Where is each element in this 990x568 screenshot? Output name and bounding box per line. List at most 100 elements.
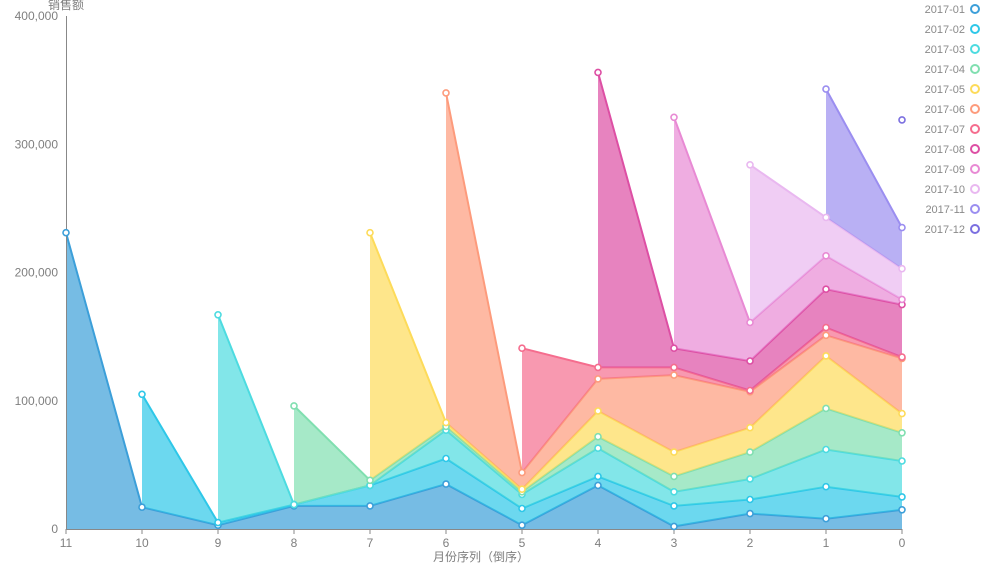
area-series-2017-11 <box>826 89 902 269</box>
x-axis-title: 月份序列（倒序） <box>433 549 529 564</box>
point-2017-02-2[interactable] <box>746 495 754 504</box>
point-2017-03-2[interactable] <box>746 475 754 483</box>
legend-marker <box>970 124 980 134</box>
point-2017-07-5[interactable] <box>518 344 526 353</box>
point-2017-08-1[interactable] <box>822 285 830 294</box>
point-2017-02-1[interactable] <box>822 482 830 491</box>
point-2017-04-4[interactable] <box>594 432 602 441</box>
legend-label: 2017-08 <box>925 144 965 156</box>
point-2017-05-5[interactable] <box>518 485 526 494</box>
point-2017-08-3[interactable] <box>670 344 678 353</box>
point-2017-05-6[interactable] <box>442 418 450 427</box>
point-2017-03-8[interactable] <box>290 500 298 509</box>
point-2017-05-2[interactable] <box>746 423 754 432</box>
y-ticks: 0 100,000 200,000 300,000 400,000 <box>15 9 59 536</box>
point-2017-05-1[interactable] <box>822 352 830 360</box>
legend-marker <box>970 164 980 174</box>
x-tick-label: 0 <box>899 536 906 550</box>
legend-marker <box>970 144 980 154</box>
point-2017-02-3[interactable] <box>670 502 678 510</box>
point-2017-02-0[interactable] <box>898 493 906 501</box>
point-2017-02-5[interactable] <box>518 504 526 513</box>
areas-layer <box>65 72 903 529</box>
legend-item-2017-05[interactable]: 2017-05 <box>925 84 980 96</box>
x-tick-label: 11 <box>60 536 73 550</box>
point-2017-06-6[interactable] <box>442 89 450 97</box>
point-2017-07-0[interactable] <box>898 353 906 361</box>
point-2017-08-2[interactable] <box>746 357 754 365</box>
legend-label: 2017-03 <box>925 44 965 56</box>
point-2017-04-1[interactable] <box>822 404 830 413</box>
point-2017-03-1[interactable] <box>822 445 830 454</box>
legend-item-2017-04[interactable]: 2017-04 <box>925 64 980 76</box>
point-2017-01-10[interactable] <box>138 503 146 512</box>
point-2017-01-6[interactable] <box>442 480 450 488</box>
point-2017-07-1[interactable] <box>822 323 830 332</box>
legend-item-2017-09[interactable]: 2017-09 <box>925 164 980 176</box>
point-2017-01-0[interactable] <box>898 505 906 514</box>
legend-marker <box>970 224 980 234</box>
y-tick-label: 300,000 <box>15 137 59 151</box>
legend-item-2017-06[interactable]: 2017-06 <box>925 104 980 116</box>
legend-item-2017-07[interactable]: 2017-07 <box>925 124 980 136</box>
legend-item-2017-02[interactable]: 2017-02 <box>925 24 980 36</box>
point-2017-02-4[interactable] <box>594 472 602 481</box>
point-2017-03-3[interactable] <box>670 487 678 496</box>
point-2017-09-1[interactable] <box>822 252 830 260</box>
point-2017-05-3[interactable] <box>670 448 678 456</box>
y-tick-label: 0 <box>51 522 58 536</box>
point-2017-01-1[interactable] <box>822 514 830 523</box>
point-2017-07-3[interactable] <box>670 363 678 372</box>
point-2017-04-7[interactable] <box>366 476 374 485</box>
point-2017-01-7[interactable] <box>366 502 374 510</box>
point-2017-09-0[interactable] <box>898 295 906 304</box>
point-2017-06-4[interactable] <box>594 375 602 383</box>
point-2017-04-0[interactable] <box>898 428 906 437</box>
point-2017-04-3[interactable] <box>670 472 678 481</box>
point-2017-03-9[interactable] <box>214 310 222 319</box>
point-2017-01-3[interactable] <box>670 522 678 531</box>
point-2017-09-2[interactable] <box>746 318 754 327</box>
point-2017-05-4[interactable] <box>594 407 602 415</box>
legend-item-2017-11[interactable]: 2017-11 <box>925 204 980 216</box>
point-2017-01-4[interactable] <box>594 481 602 490</box>
points-layer <box>62 68 906 531</box>
point-2017-09-3[interactable] <box>670 113 678 122</box>
legend-item-2017-10[interactable]: 2017-10 <box>925 184 980 196</box>
legend-item-2017-03[interactable]: 2017-03 <box>925 44 980 56</box>
point-2017-07-2[interactable] <box>746 386 754 395</box>
point-2017-10-0[interactable] <box>898 264 906 273</box>
point-2017-11-1[interactable] <box>822 85 830 93</box>
point-2017-06-1[interactable] <box>822 331 830 340</box>
y-tick-label: 200,000 <box>15 266 59 280</box>
point-2017-04-2[interactable] <box>746 448 754 456</box>
point-2017-07-4[interactable] <box>594 363 602 372</box>
point-2017-11-0[interactable] <box>898 223 906 232</box>
legend-item-2017-12[interactable]: 2017-12 <box>925 224 980 236</box>
point-2017-10-2[interactable] <box>746 161 754 169</box>
point-2017-12-0[interactable] <box>898 116 906 124</box>
point-2017-05-0[interactable] <box>898 409 906 418</box>
legend-marker <box>970 24 980 34</box>
x-tick-label: 3 <box>671 536 678 550</box>
x-tick-label: 1 <box>823 536 830 550</box>
point-2017-03-4[interactable] <box>594 444 602 453</box>
point-2017-01-5[interactable] <box>518 521 526 530</box>
legend: 2017-01 2017-02 2017-03 2017-04 2017-05 2017-… <box>925 4 980 236</box>
point-2017-02-10[interactable] <box>138 390 146 399</box>
point-2017-10-1[interactable] <box>822 213 830 222</box>
point-2017-02-6[interactable] <box>442 454 450 463</box>
point-2017-06-3[interactable] <box>670 371 678 379</box>
point-2017-05-7[interactable] <box>366 228 374 237</box>
point-2017-08-4[interactable] <box>594 68 602 77</box>
point-2017-02-9[interactable] <box>214 518 222 527</box>
point-2017-06-5[interactable] <box>518 468 526 477</box>
point-2017-01-11[interactable] <box>62 228 70 237</box>
point-2017-01-2[interactable] <box>746 509 754 518</box>
legend-item-2017-01[interactable]: 2017-01 <box>925 4 980 16</box>
legend-item-2017-08[interactable]: 2017-08 <box>925 144 980 156</box>
point-2017-03-0[interactable] <box>898 457 906 465</box>
x-tick-label: 4 <box>595 536 602 550</box>
point-2017-04-8[interactable] <box>290 402 298 410</box>
x-ticks: 11 10 9 8 7 6 5 4 3 2 1 0 <box>60 529 906 550</box>
